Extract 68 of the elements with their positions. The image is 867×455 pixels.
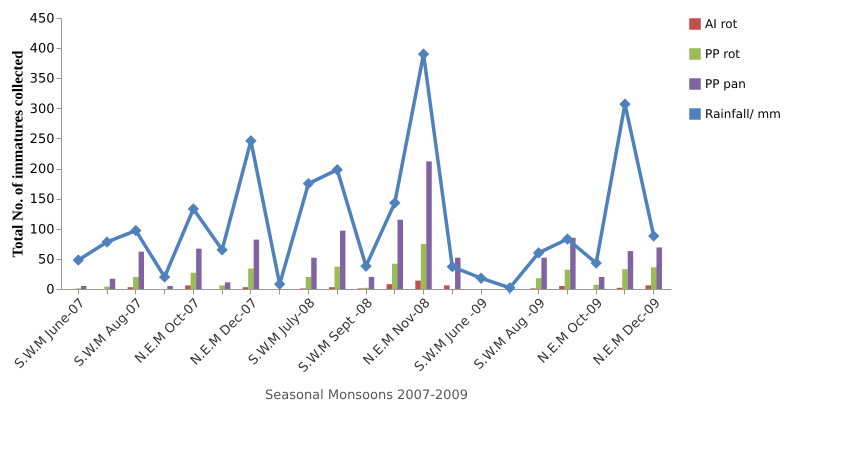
bar — [81, 286, 86, 289]
bar — [219, 285, 225, 289]
bar — [133, 276, 139, 289]
point — [216, 244, 228, 256]
bar — [398, 220, 403, 289]
bar — [650, 267, 656, 289]
y-tick-label: 400 — [30, 42, 54, 57]
y-tick-label: 100 — [30, 222, 54, 238]
y-tick-label: 50 — [38, 252, 54, 268]
bar — [444, 285, 450, 289]
point — [446, 261, 458, 272]
point — [360, 260, 372, 272]
bar — [559, 286, 565, 289]
bar — [196, 248, 202, 289]
y-tick-label: 150 — [30, 192, 54, 208]
point — [532, 247, 544, 259]
bar — [167, 286, 173, 289]
point — [389, 197, 400, 209]
point — [302, 178, 314, 190]
x-axis-title: Seasonal Monsoons 2007-2009 — [265, 388, 468, 404]
point — [562, 233, 574, 245]
bar — [622, 269, 628, 289]
y-tick-label: 300 — [30, 102, 54, 117]
point — [332, 164, 343, 176]
point — [72, 254, 84, 266]
bar — [628, 251, 634, 289]
point — [188, 203, 200, 215]
point — [475, 272, 487, 284]
bar — [392, 264, 398, 289]
y-axis-title: Total No. of immatures collected — [10, 50, 27, 258]
bar — [248, 268, 254, 289]
bar — [224, 282, 230, 289]
bar — [386, 284, 392, 289]
legend-label: Rainfall/ mm — [705, 107, 781, 121]
bar — [415, 280, 421, 289]
legend-label: PP pan — [705, 77, 746, 91]
bar — [185, 285, 191, 289]
bar — [340, 230, 346, 289]
bar — [646, 285, 651, 289]
bar — [368, 276, 374, 289]
bar — [426, 161, 432, 289]
legend-label: AI rot — [705, 17, 738, 31]
bar — [110, 278, 116, 289]
point — [648, 230, 660, 242]
bar — [536, 278, 542, 289]
y-tick-label: 450 — [30, 12, 54, 26]
bar — [306, 276, 312, 289]
point — [130, 224, 142, 236]
point — [590, 257, 602, 269]
bar — [190, 272, 196, 289]
y-tick-label: 350 — [30, 72, 54, 87]
bar — [541, 258, 547, 289]
point — [504, 282, 516, 294]
bar — [656, 247, 662, 289]
bar — [138, 252, 144, 289]
bar — [334, 266, 340, 289]
y-tick-label: 0 — [46, 282, 54, 298]
bar — [254, 240, 260, 289]
bar — [598, 276, 604, 289]
y-tick-label: 250 — [30, 132, 54, 147]
bar — [311, 258, 317, 289]
bar — [593, 284, 599, 289]
legend-label: PP rot — [705, 47, 740, 61]
point — [101, 236, 113, 248]
bar — [420, 244, 426, 289]
y-tick-label: 200 — [30, 162, 54, 178]
bar — [564, 270, 570, 289]
point — [158, 271, 170, 283]
